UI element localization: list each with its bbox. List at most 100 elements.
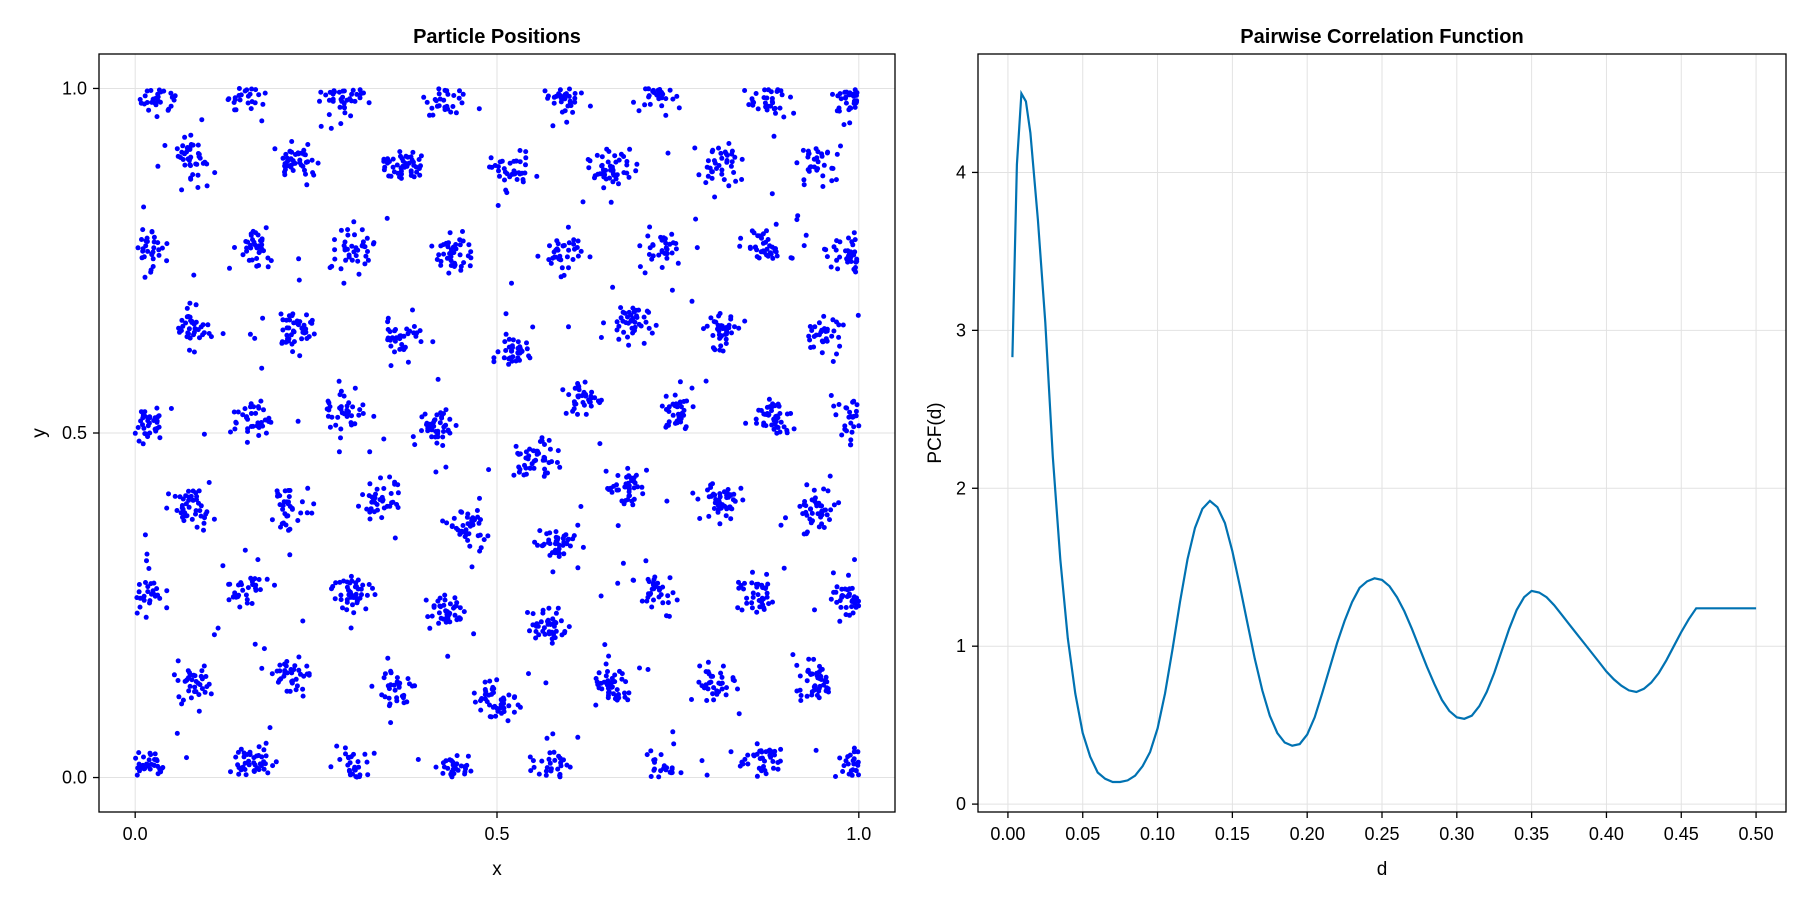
scatter-point <box>238 92 244 98</box>
scatter-point <box>557 464 563 470</box>
scatter-point <box>753 91 759 96</box>
scatter-point <box>240 252 246 258</box>
scatter-point <box>805 167 811 173</box>
scatter-point <box>716 497 722 503</box>
scatter-point <box>644 308 650 314</box>
scatter-point <box>450 104 456 109</box>
scatter-point <box>462 769 468 775</box>
scatter-point <box>184 305 190 311</box>
scatter-point <box>601 185 607 191</box>
scatter-point <box>139 237 144 242</box>
scatter-point <box>394 162 400 168</box>
scatter-point <box>286 527 291 533</box>
scatter-point <box>656 96 662 102</box>
scatter-point <box>705 659 711 665</box>
scatter-point <box>603 176 609 182</box>
scatter-point <box>429 105 435 111</box>
scatter-point <box>650 242 656 248</box>
scatter-point <box>419 428 424 434</box>
scatter-point <box>599 154 605 160</box>
scatter-point <box>190 142 196 148</box>
scatter-point <box>557 87 563 93</box>
scatter-point <box>357 87 363 93</box>
scatter-point <box>335 414 341 420</box>
scatter-point <box>144 88 150 94</box>
scatter-point <box>349 413 354 419</box>
scatter-point <box>558 99 564 105</box>
scatter-point <box>837 239 843 245</box>
scatter-point <box>284 659 290 664</box>
scatter-point <box>257 587 263 593</box>
scatter-point <box>467 263 473 269</box>
pcf-grid <box>978 54 1786 812</box>
scatter-point <box>490 684 496 690</box>
scatter-point <box>296 277 302 283</box>
scatter-point <box>303 171 308 177</box>
scatter-point <box>355 247 361 253</box>
scatter-point <box>352 764 358 770</box>
scatter-point <box>836 500 842 506</box>
scatter-point <box>730 675 736 681</box>
scatter-point <box>624 159 630 164</box>
scatter-point <box>353 253 359 259</box>
scatter-point <box>280 506 286 512</box>
scatter-point <box>356 412 362 418</box>
scatter-point <box>235 762 241 768</box>
scatter-point <box>243 772 249 778</box>
scatter-point <box>401 164 407 170</box>
scatter-point <box>672 392 678 398</box>
scatter-point <box>719 171 725 177</box>
scatter-point <box>155 240 161 246</box>
scatter-point <box>716 163 722 168</box>
scatter-point <box>529 461 535 467</box>
pcf-ticks: 0.00 0.05 0.10 0.15 0.20 0.25 0.30 0.35 0.40 0.45… <box>956 162 1774 844</box>
scatter-point <box>606 149 612 154</box>
scatter-point <box>720 663 726 669</box>
scatter-point <box>468 249 474 255</box>
scatter-point <box>551 749 557 755</box>
scatter-point <box>466 242 472 248</box>
scatter-point <box>731 491 737 497</box>
scatter-point <box>263 740 269 746</box>
scatter-point <box>815 159 821 165</box>
scatter-point <box>740 497 746 503</box>
scatter-point <box>353 591 359 597</box>
scatter-point <box>302 167 307 173</box>
scatter-point <box>346 400 352 406</box>
scatter-point <box>580 400 586 405</box>
scatter-point <box>851 424 857 430</box>
scatter-point <box>155 163 161 169</box>
scatter-point <box>674 418 680 424</box>
scatter-point <box>441 411 446 417</box>
scatter-point <box>248 106 254 112</box>
scatter-point <box>326 97 332 103</box>
scatter-point <box>648 748 654 754</box>
scatter-point <box>617 668 622 674</box>
scatter-point <box>730 497 736 503</box>
scatter-point <box>517 148 523 153</box>
scatter-point <box>718 670 724 676</box>
scatter-point <box>299 499 305 505</box>
scatter-point <box>361 90 366 96</box>
scatter-title: Particle Positions <box>413 26 581 48</box>
scatter-point <box>739 607 745 613</box>
scatter-point <box>433 764 439 770</box>
scatter-point <box>820 184 826 189</box>
scatter-point <box>708 485 714 490</box>
scatter-point <box>247 91 253 97</box>
scatter-point <box>637 264 643 270</box>
scatter-point <box>146 757 152 763</box>
scatter-point <box>595 682 601 688</box>
scatter-point <box>442 423 447 429</box>
scatter-point <box>578 248 584 254</box>
scatter-point <box>767 243 773 249</box>
pcf-x-tick-label: 0.30 <box>1439 824 1474 844</box>
scatter-point <box>627 146 633 152</box>
scatter-point <box>140 248 146 254</box>
scatter-point <box>670 412 676 418</box>
scatter-point <box>818 667 824 673</box>
scatter-point <box>542 466 548 472</box>
scatter-point <box>509 358 515 364</box>
scatter-point <box>403 153 409 159</box>
scatter-point <box>441 602 447 608</box>
